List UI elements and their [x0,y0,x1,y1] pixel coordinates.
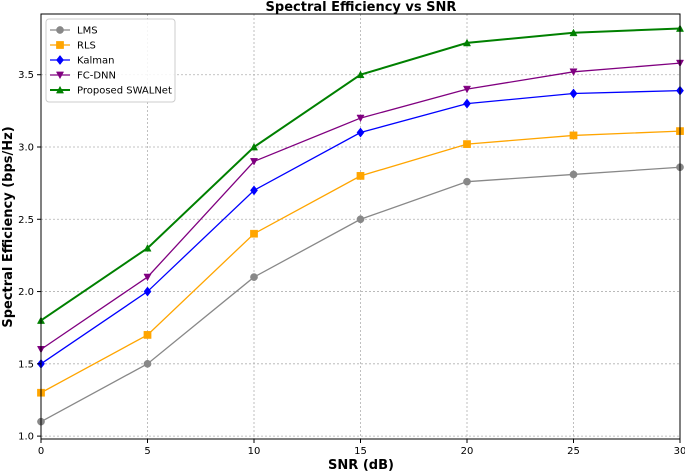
legend-item: FC-DNN [50,71,116,82]
data-point [143,286,152,297]
data-point [569,68,578,76]
y-axis-label: Spectral Efficiency (bps/Hz) [1,126,16,327]
series-0 [37,163,684,426]
data-point [250,185,258,196]
data-point [462,85,472,94]
x-tick-label: 10 [248,446,261,457]
y-tick-label: 1.5 [18,359,34,370]
x-tick-label: 5 [144,446,150,457]
x-tick-label: 15 [354,446,367,457]
x-axis-label: SNR (dB) [328,458,394,472]
data-point [250,229,258,238]
data-point [143,359,152,368]
data-point [249,142,259,151]
data-point [143,273,152,282]
data-point [356,127,365,138]
data-point [462,38,472,47]
y-tick-label: 3.0 [18,142,34,153]
legend-marker [56,41,64,49]
series-layer [36,24,685,426]
data-point [356,215,365,224]
y-tick-label: 1.0 [18,432,34,443]
data-point [356,70,365,79]
x-tick-label: 30 [674,446,685,457]
legend-item: LMS [50,26,98,37]
y-tick-label: 2.0 [18,287,34,298]
data-point [356,172,365,180]
data-point [569,88,578,99]
legend-item: Proposed SWALNet [50,86,172,97]
data-point [250,273,258,281]
legend-label: LMS [77,26,98,37]
legend-item: Kalman [50,54,115,67]
data-point [356,114,365,123]
data-point [249,158,259,166]
legend-label: FC-DNN [77,71,116,82]
legend-marker [56,26,64,34]
legend-marker [56,54,64,66]
data-point [569,131,578,140]
legend-label: RLS [77,41,96,52]
y-tick-label: 3.5 [18,70,34,81]
legend-label: Kalman [77,56,115,67]
legend-item: RLS [50,41,96,52]
chart-title: Spectral Efficiency vs SNR [266,0,457,15]
legend-marker [55,85,65,94]
x-tick-label: 0 [38,446,44,457]
y-tick-label: 2.5 [18,215,34,226]
data-point [143,244,152,252]
data-point [463,98,471,109]
legend-box [45,18,176,103]
data-point [569,28,578,37]
data-point [143,331,152,339]
legend-label: Proposed SWALNet [77,86,172,97]
x-tick-label: 20 [461,446,474,457]
data-point [463,177,471,186]
y-axis-ticks: 1.0 1.5 2.0 2.5 3.0 3.5 [18,70,41,443]
legend-marker [55,71,65,80]
data-point [569,170,578,179]
x-tick-label: 25 [567,446,580,457]
legend: LMS RLS Kalman FC-DNN Proposed SWALNet [45,18,176,103]
data-point [463,140,471,148]
x-axis-ticks: 0 5 10 15 20 25 30 [38,439,685,457]
